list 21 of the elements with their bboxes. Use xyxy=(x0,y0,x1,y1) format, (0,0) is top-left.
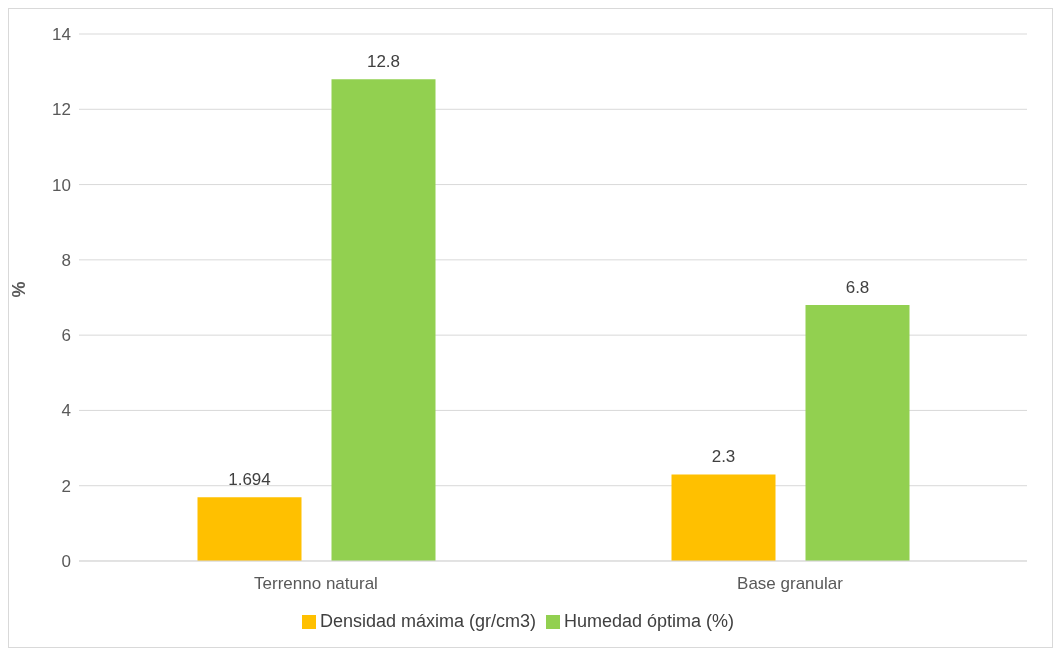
y-tick-label: 12 xyxy=(52,100,71,120)
bar xyxy=(331,79,436,561)
y-tick-label: 8 xyxy=(61,250,71,270)
y-tick-label: 2 xyxy=(61,476,71,496)
y-tick-label: 6 xyxy=(61,326,71,346)
bar xyxy=(805,305,910,561)
y-tick-label: 10 xyxy=(52,175,71,195)
legend-label: Humedad óptima (%) xyxy=(563,611,735,631)
data-label: 6.8 xyxy=(845,278,870,298)
bar xyxy=(197,497,302,561)
bar xyxy=(671,474,776,561)
y-tick-label: 4 xyxy=(61,401,71,421)
data-label: 1.694 xyxy=(228,470,271,490)
x-tick-label: Base granular xyxy=(737,574,844,594)
data-label: 2.3 xyxy=(711,447,736,467)
y-tick-label: 0 xyxy=(61,552,71,572)
data-label: 12.8 xyxy=(366,52,401,72)
y-tick-label: 14 xyxy=(52,25,71,45)
x-tick-label: Terrenno natural xyxy=(254,574,378,594)
legend-label: Densidad máxima (gr/cm3) xyxy=(319,611,536,631)
y-axis-title: % xyxy=(9,281,30,298)
